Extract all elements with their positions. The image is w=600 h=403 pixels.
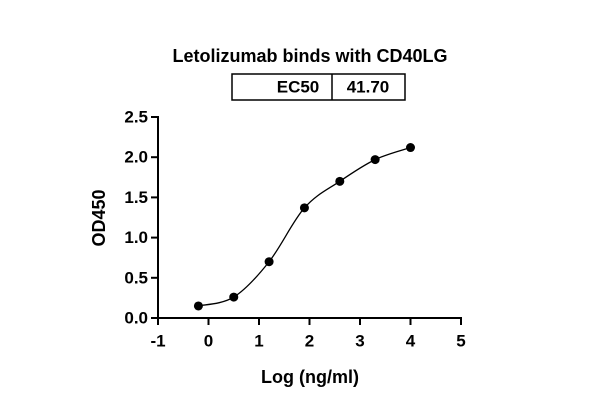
y-tick-label: 2.5 <box>124 107 148 126</box>
y-axis-label: OD450 <box>89 189 109 246</box>
x-tick-label: 5 <box>456 331 465 350</box>
x-tick-label: 1 <box>254 331 263 350</box>
ec50-value: 41.70 <box>347 77 390 96</box>
x-tick-label: -1 <box>150 331 165 350</box>
data-point <box>193 301 203 311</box>
y-tick-label: 1.5 <box>124 188 148 207</box>
data-point <box>370 155 380 165</box>
x-tick-label: 3 <box>355 331 364 350</box>
data-point <box>264 257 274 267</box>
ec50-table <box>231 73 406 101</box>
x-tick-label: 0 <box>204 331 213 350</box>
data-point <box>229 292 239 302</box>
ec50-label: EC50 <box>277 77 320 96</box>
x-tick-label: 2 <box>305 331 314 350</box>
x-tick-label: 4 <box>406 331 416 350</box>
y-tick-label: 1.0 <box>124 228 148 247</box>
x-axis-label: Log (ng/ml) <box>261 367 359 387</box>
data-point <box>335 176 345 186</box>
y-tick-label: 0.0 <box>124 308 148 327</box>
data-point <box>299 203 309 213</box>
chart-title: Letolizumab binds with CD40LG <box>172 46 447 66</box>
y-tick-label: 2.0 <box>124 148 148 167</box>
fit-curve <box>198 146 411 307</box>
data-point <box>406 143 415 153</box>
y-tick-label: 0.5 <box>124 268 148 287</box>
